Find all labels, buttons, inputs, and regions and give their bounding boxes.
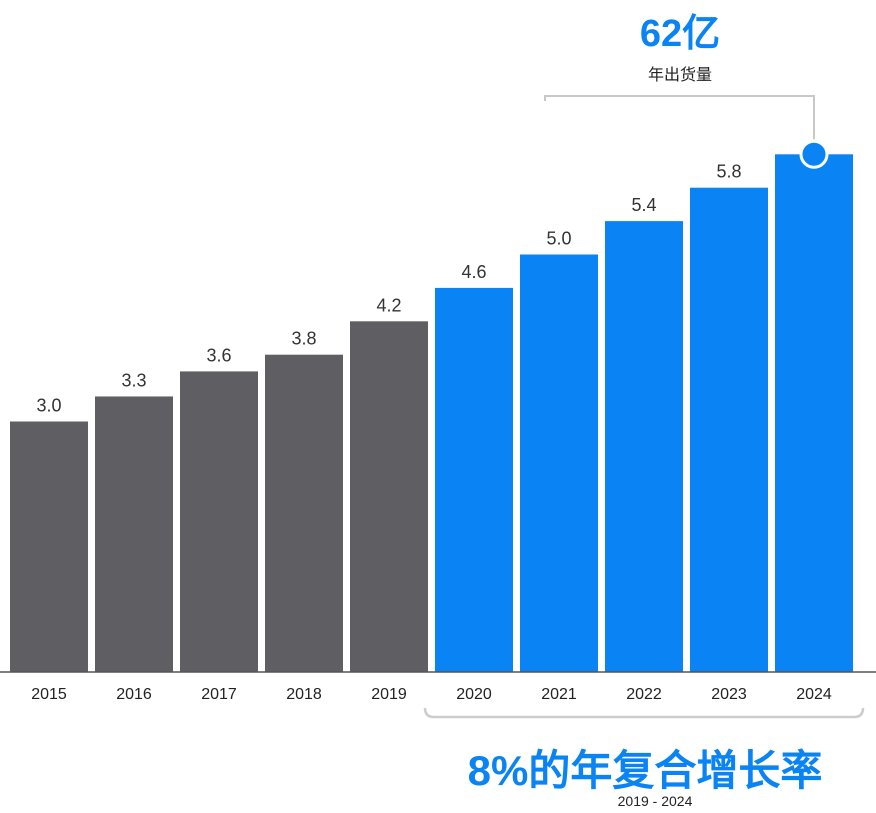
bar-2019 — [350, 321, 428, 672]
x-tick-label-2015: 2015 — [31, 686, 67, 703]
callout-marker — [799, 139, 829, 169]
data-label-2020: 4.6 — [461, 262, 486, 282]
x-tick-label-2022: 2022 — [626, 686, 662, 703]
data-label-2022: 5.4 — [631, 195, 656, 215]
data-label-2019: 4.2 — [376, 295, 401, 315]
x-tick-label-2018: 2018 — [286, 686, 322, 703]
x-tick-label-2020: 2020 — [456, 686, 492, 703]
data-label-2021: 5.0 — [546, 229, 571, 249]
cagr-period: 2019 - 2024 — [618, 793, 693, 809]
bar-2022 — [605, 221, 683, 672]
bar-2023 — [690, 187, 768, 672]
x-tick-label-2019: 2019 — [371, 686, 407, 703]
bar-2017 — [180, 371, 258, 672]
cagr-text: 8%的年复合增长率 — [468, 747, 823, 794]
callout-connector — [544, 95, 815, 140]
callout-value: 62亿 — [640, 13, 720, 55]
x-tick-label-2021: 2021 — [541, 686, 577, 703]
bar-2018 — [265, 354, 343, 672]
x-axis-tick-labels: 2015 2016 2017 2018 2019 2020 2021 2022 2023 2024 — [31, 686, 832, 703]
x-tick-label-2023: 2023 — [711, 686, 747, 703]
data-label-2016: 3.3 — [121, 370, 146, 390]
data-label-2023: 5.8 — [716, 162, 741, 182]
cagr-annotation: 8%的年复合增长率 2019 - 2024 — [423, 707, 865, 809]
data-label-2015: 3.0 — [36, 396, 61, 416]
data-labels-group: 3.0 3.3 3.6 3.8 4.2 4.6 5.0 5.4 5.8 — [36, 162, 741, 416]
x-tick-label-2024: 2024 — [796, 686, 832, 703]
bar-2020 — [435, 287, 513, 672]
callout: 62亿 年出货量 — [544, 13, 829, 169]
x-tick-label-2017: 2017 — [201, 686, 237, 703]
cagr-bracket — [423, 707, 865, 719]
bar-2021 — [520, 254, 598, 672]
bar-2015 — [10, 421, 88, 672]
bars-group — [10, 154, 853, 673]
x-tick-label-2016: 2016 — [116, 686, 152, 703]
data-label-2017: 3.6 — [206, 345, 231, 365]
bar-2016 — [95, 396, 173, 672]
bar-2024 — [775, 154, 853, 673]
callout-label: 年出货量 — [648, 66, 712, 84]
data-label-2018: 3.8 — [291, 329, 316, 349]
